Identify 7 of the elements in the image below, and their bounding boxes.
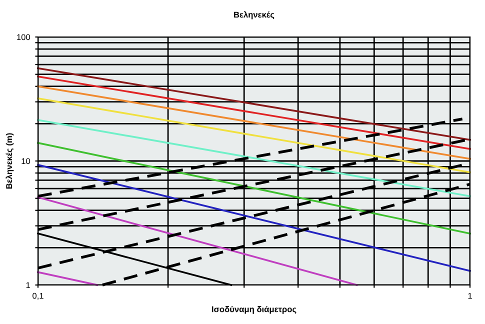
x-axis-title: Ισοδύναμη διάμετρος <box>212 306 296 314</box>
y-tick-label: 100 <box>17 34 30 40</box>
chart-title: Βεληνεκές <box>234 11 274 20</box>
y-tick-label: 10 <box>22 158 30 164</box>
y-tick-label: 1 <box>26 282 30 288</box>
x-tick-label: 0,1 <box>32 292 44 300</box>
y-axis-title: Βεληνεκές (m) <box>6 133 14 189</box>
